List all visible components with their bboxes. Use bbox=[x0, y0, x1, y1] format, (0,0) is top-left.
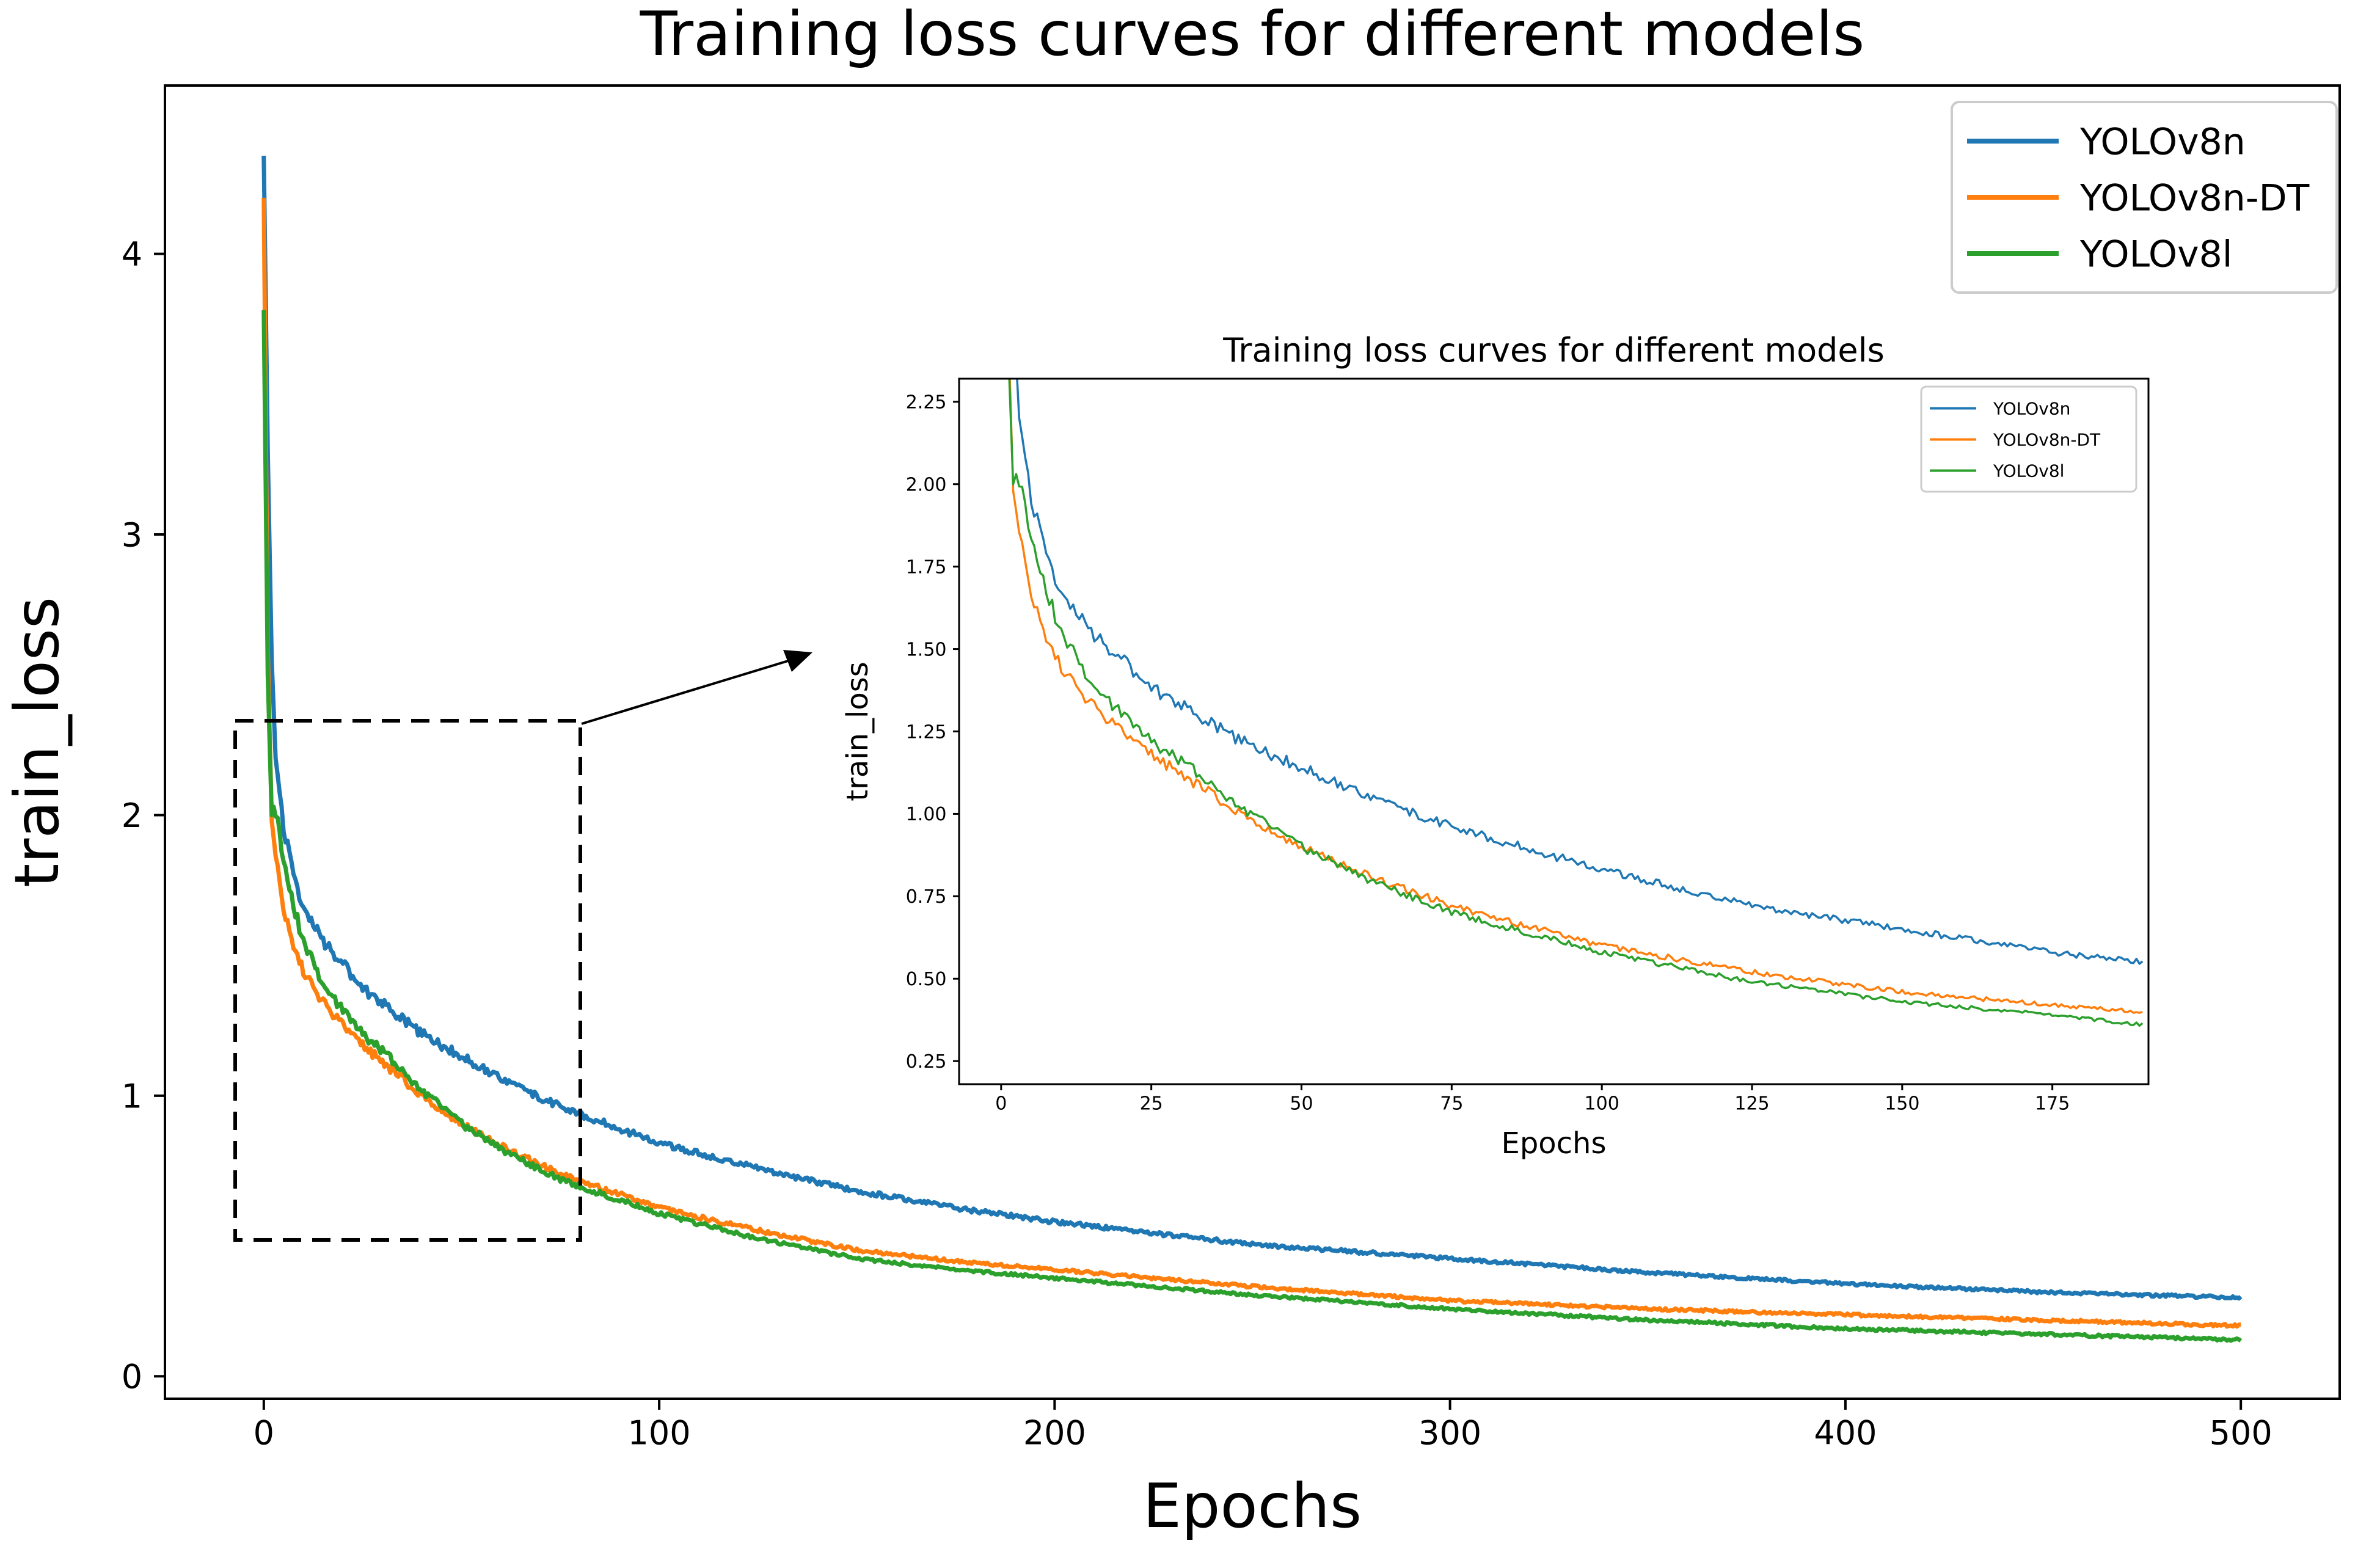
x-tick-label: 50 bbox=[1290, 1093, 1313, 1115]
y-axis-ticks: 0.25 0.50 0.75 1.00 1.25 1.50 1.75 2.00 2.25 bbox=[906, 392, 959, 1073]
series-lines bbox=[1008, 379, 2144, 1027]
y-tick-label: 1 bbox=[122, 1077, 142, 1115]
x-tick-label: 500 bbox=[2210, 1414, 2272, 1452]
y-tick-label: 1.00 bbox=[906, 804, 947, 825]
zoom-region-annotation bbox=[233, 650, 812, 1242]
x-tick-label: 200 bbox=[1023, 1414, 1086, 1452]
y-tick-label: 0.25 bbox=[906, 1051, 947, 1073]
x-tick-label: 0 bbox=[254, 1414, 274, 1452]
y-tick-label: 2 bbox=[122, 796, 142, 835]
legend-label-yolov8l: YOLOv8l bbox=[1993, 461, 2064, 481]
x-tick-label: 125 bbox=[1734, 1093, 1769, 1115]
series-line-yolov8n-dt bbox=[1009, 379, 2143, 1014]
series-line-yolov8n-dt bbox=[261, 197, 2241, 1329]
legend-label-yolov8n: YOLOv8n bbox=[2079, 121, 2246, 164]
y-tick-label: 2.25 bbox=[906, 392, 947, 414]
x-axis-label: Epochs bbox=[1143, 1470, 1362, 1542]
inset-chart: 0 25 50 75 100 125 150 175 0.25 0.50 0.75 1.00 1.25 1… bbox=[841, 331, 2150, 1161]
y-axis-label: train_loss bbox=[841, 662, 875, 801]
y-tick-label: 2.00 bbox=[906, 475, 947, 496]
x-tick-label: 100 bbox=[1585, 1093, 1619, 1115]
series-line-yolov8n bbox=[1016, 379, 2144, 965]
x-tick-label: 175 bbox=[2035, 1093, 2070, 1115]
y-tick-label: 1.75 bbox=[906, 556, 947, 578]
legend: YOLOv8n YOLOv8n-DT YOLOv8l bbox=[1920, 385, 2137, 493]
y-axis-ticks: 0 1 2 3 4 bbox=[122, 235, 165, 1396]
chart-title: Training loss curves for different model… bbox=[1222, 331, 1885, 370]
series-line-yolov8l bbox=[261, 310, 2243, 1343]
x-tick-label: 75 bbox=[1440, 1093, 1463, 1115]
zoom-region-box bbox=[233, 719, 582, 1242]
zoom-arrow-line bbox=[581, 660, 789, 725]
chart-title: Training loss curves for different model… bbox=[640, 0, 1865, 70]
x-axis-ticks: 0 25 50 75 100 125 150 175 bbox=[995, 1084, 2070, 1115]
x-tick-label: 150 bbox=[1885, 1093, 1919, 1115]
legend-label-yolov8n: YOLOv8n bbox=[1993, 399, 2070, 419]
y-tick-label: 1.50 bbox=[906, 639, 947, 660]
zoom-arrow-head bbox=[783, 650, 812, 672]
legend-box bbox=[1951, 101, 2338, 294]
y-tick-label: 1.25 bbox=[906, 721, 947, 743]
legend-label-yolov8n-dt: YOLOv8n-DT bbox=[2079, 177, 2310, 220]
x-axis-ticks: 0 100 200 300 400 500 bbox=[254, 1399, 2272, 1452]
x-tick-label: 25 bbox=[1140, 1093, 1163, 1115]
legend: YOLOv8n YOLOv8n-DT YOLOv8l bbox=[1951, 101, 2338, 294]
x-tick-label: 100 bbox=[628, 1414, 691, 1452]
x-axis-label: Epochs bbox=[1502, 1126, 1607, 1161]
series-line-yolov8l bbox=[1008, 379, 2144, 1027]
y-axis-label: train_loss bbox=[1, 597, 73, 887]
x-tick-label: 400 bbox=[1814, 1414, 1877, 1452]
x-tick-label: 300 bbox=[1418, 1414, 1481, 1452]
x-tick-label: 0 bbox=[995, 1093, 1007, 1115]
series-lines bbox=[261, 155, 2243, 1343]
legend-label-yolov8l: YOLOv8l bbox=[2079, 233, 2232, 276]
series-line-yolov8n bbox=[261, 155, 2243, 1301]
y-tick-label: 0 bbox=[122, 1358, 142, 1396]
y-tick-label: 4 bbox=[122, 235, 142, 274]
y-tick-label: 0.50 bbox=[906, 969, 947, 990]
y-tick-label: 3 bbox=[122, 516, 142, 554]
y-tick-label: 0.75 bbox=[906, 886, 947, 908]
legend-box bbox=[1920, 385, 2137, 493]
axes-frame bbox=[164, 84, 2341, 1400]
legend-label-yolov8n-dt: YOLOv8n-DT bbox=[1993, 430, 2101, 450]
